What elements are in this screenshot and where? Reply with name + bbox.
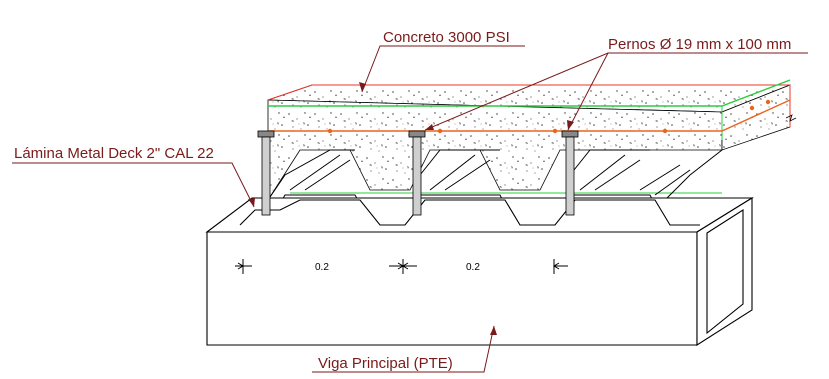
label-studs: Pernos Ø 19 mm x 100 mm <box>608 36 791 53</box>
dimension-label-1: 0.2 <box>315 262 329 273</box>
shear-stud-1 <box>257 130 275 216</box>
leader-lines <box>12 45 808 373</box>
label-deck: Lámina Metal Deck 2" CAL 22 <box>14 145 214 162</box>
concrete-slab <box>267 79 797 202</box>
leader-concrete <box>361 45 525 93</box>
leader-studs-2 <box>567 52 609 131</box>
dimension-marks <box>235 259 568 274</box>
leader-beam <box>312 325 495 373</box>
leader-deck <box>12 162 255 208</box>
label-concrete: Concreto 3000 PSI <box>383 29 510 46</box>
deck-on-beam <box>239 199 700 226</box>
metal-deck <box>240 149 723 226</box>
label-beam: Viga Principal (PTE) <box>318 355 453 372</box>
shear-studs <box>257 130 579 216</box>
leader-arrows <box>248 82 574 335</box>
beam-hollow-section <box>706 208 744 335</box>
shear-stud-2 <box>408 130 426 216</box>
deck-profile-back <box>267 149 723 201</box>
deck-ribs <box>289 154 691 196</box>
rebar-orange-dots <box>327 99 771 134</box>
deck-profile-front <box>240 194 700 226</box>
dimension-label-2: 0.2 <box>466 262 480 273</box>
beam-front-face <box>206 231 698 346</box>
beam-top-face <box>205 197 754 233</box>
shear-stud-3 <box>561 130 579 216</box>
main-beam <box>205 197 754 347</box>
break-line-right <box>785 114 797 122</box>
